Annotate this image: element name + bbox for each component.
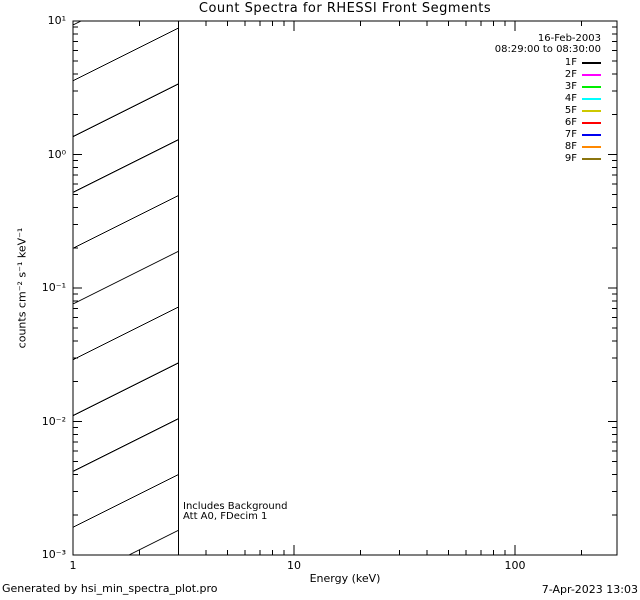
hatch-line	[72, 20, 82, 26]
annotation-includes-background: Includes Background	[183, 501, 288, 512]
legend-row-1F: 1F	[495, 57, 601, 69]
legend-time-range: 08:29:00 to 08:30:00	[494, 44, 601, 55]
legend: 16-Feb-2003 08:29:00 to 08:30:00 1F 2F 3F 4…	[495, 33, 601, 165]
legend-row-3F: 3F	[495, 81, 601, 93]
legend-label-1F: 1F	[564, 57, 577, 68]
legend-entries: 1F 2F 3F 4F 5F 6F 7F 8F 9F	[495, 57, 601, 165]
legend-row-9F: 9F	[495, 153, 601, 165]
hatch-line	[72, 83, 179, 138]
legend-swatch-3F	[582, 86, 601, 88]
hatch-line	[72, 362, 179, 417]
annotation-attenuator-state: Att A0, FDecim 1	[183, 511, 268, 522]
hatch-line	[72, 139, 179, 193]
legend-row-7F: 7F	[495, 129, 601, 141]
hatch-line	[72, 195, 179, 249]
legend-swatch-8F	[582, 146, 601, 148]
y-tick-label-10⁻¹: 10⁻¹	[41, 281, 66, 294]
x-tick-label-100: 100	[504, 559, 526, 572]
legend-row-5F: 5F	[495, 105, 601, 117]
footer-generated-by: Generated by hsi_min_spectra_plot.pro	[2, 582, 218, 595]
y-axis-title: counts cm⁻² s⁻¹ keV⁻¹	[15, 227, 29, 349]
legend-swatch-7F	[582, 134, 601, 136]
legend-row-4F: 4F	[495, 93, 601, 105]
hatch-line	[72, 250, 179, 305]
hatch-line	[72, 27, 179, 82]
hatch-line	[72, 418, 179, 472]
legend-label-8F: 8F	[564, 141, 577, 152]
footer-timestamp: 7-Apr-2023 13:03	[541, 583, 638, 596]
legend-label-5F: 5F	[564, 105, 577, 116]
y-tick-label-10⁰: 10⁰	[47, 147, 66, 161]
legend-swatch-5F	[582, 110, 601, 112]
legend-label-3F: 3F	[564, 81, 577, 92]
x-tick-label-1: 1	[69, 559, 77, 572]
hatch-line	[128, 529, 179, 556]
legend-row-2F: 2F	[495, 69, 601, 81]
legend-swatch-1F	[582, 62, 601, 64]
legend-label-9F: 9F	[564, 153, 577, 164]
legend-swatch-6F	[582, 122, 601, 124]
hatch-line	[72, 474, 179, 528]
legend-label-6F: 6F	[564, 117, 577, 128]
y-tick-label-10⁻³: 10⁻³	[41, 548, 66, 561]
legend-label-2F: 2F	[564, 69, 577, 80]
x-axis-title: Energy (keV)	[309, 572, 381, 585]
legend-label-4F: 4F	[564, 93, 577, 104]
chart-title: Count Spectra for RHESSI Front Segments	[198, 1, 492, 16]
legend-label-7F: 7F	[564, 129, 577, 140]
legend-swatch-2F	[582, 74, 601, 76]
legend-date: 16-Feb-2003	[537, 33, 601, 44]
y-tick-label-10⁻²: 10⁻²	[41, 414, 66, 428]
legend-row-8F: 8F	[495, 141, 601, 153]
legend-row-6F: 6F	[495, 117, 601, 129]
x-tick-label-10: 10	[287, 559, 301, 572]
legend-swatch-4F	[582, 98, 601, 100]
y-tick-label-10¹: 10¹	[47, 14, 66, 27]
hatch-line	[72, 306, 179, 361]
legend-swatch-9F	[582, 158, 601, 160]
